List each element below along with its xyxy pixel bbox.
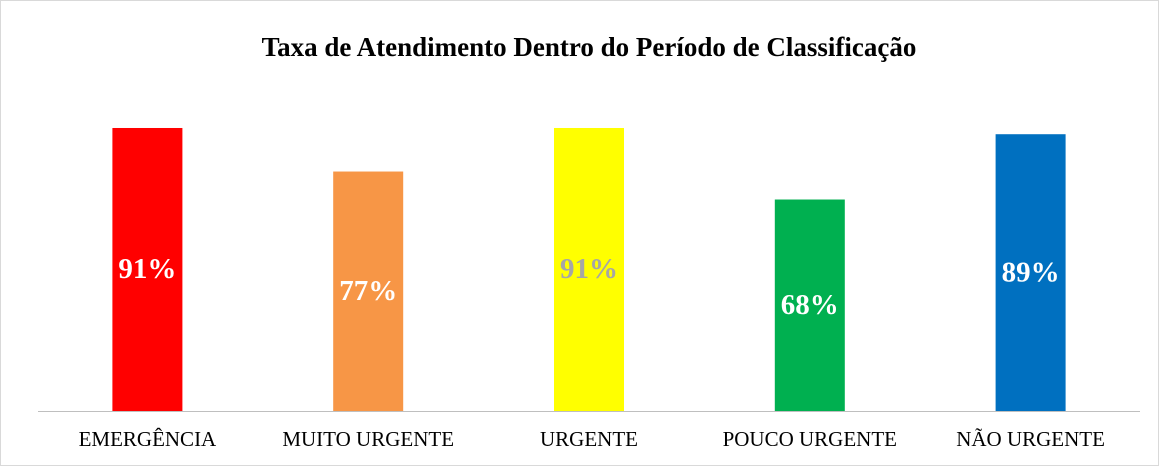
chart-title: Taxa de Atendimento Dentro do Período de… [262, 32, 917, 62]
x-tick-label: POUCO URGENTE [723, 427, 897, 451]
data-label: 91% [118, 253, 176, 285]
data-label: 68% [781, 289, 839, 321]
bar [554, 127, 624, 412]
x-tick-label: MUITO URGENTE [282, 427, 454, 451]
x-tick-label: NÃO URGENTE [956, 427, 1105, 451]
data-label: 89% [1002, 256, 1060, 288]
data-label: 91% [560, 253, 618, 285]
bar [774, 199, 845, 411]
x-tick-label: EMERGÊNCIA [79, 427, 217, 451]
bar [112, 127, 183, 412]
bar [995, 134, 1066, 411]
x-tick-label: URGENTE [540, 427, 638, 451]
data-label: 77% [339, 275, 397, 307]
bar [333, 171, 404, 411]
